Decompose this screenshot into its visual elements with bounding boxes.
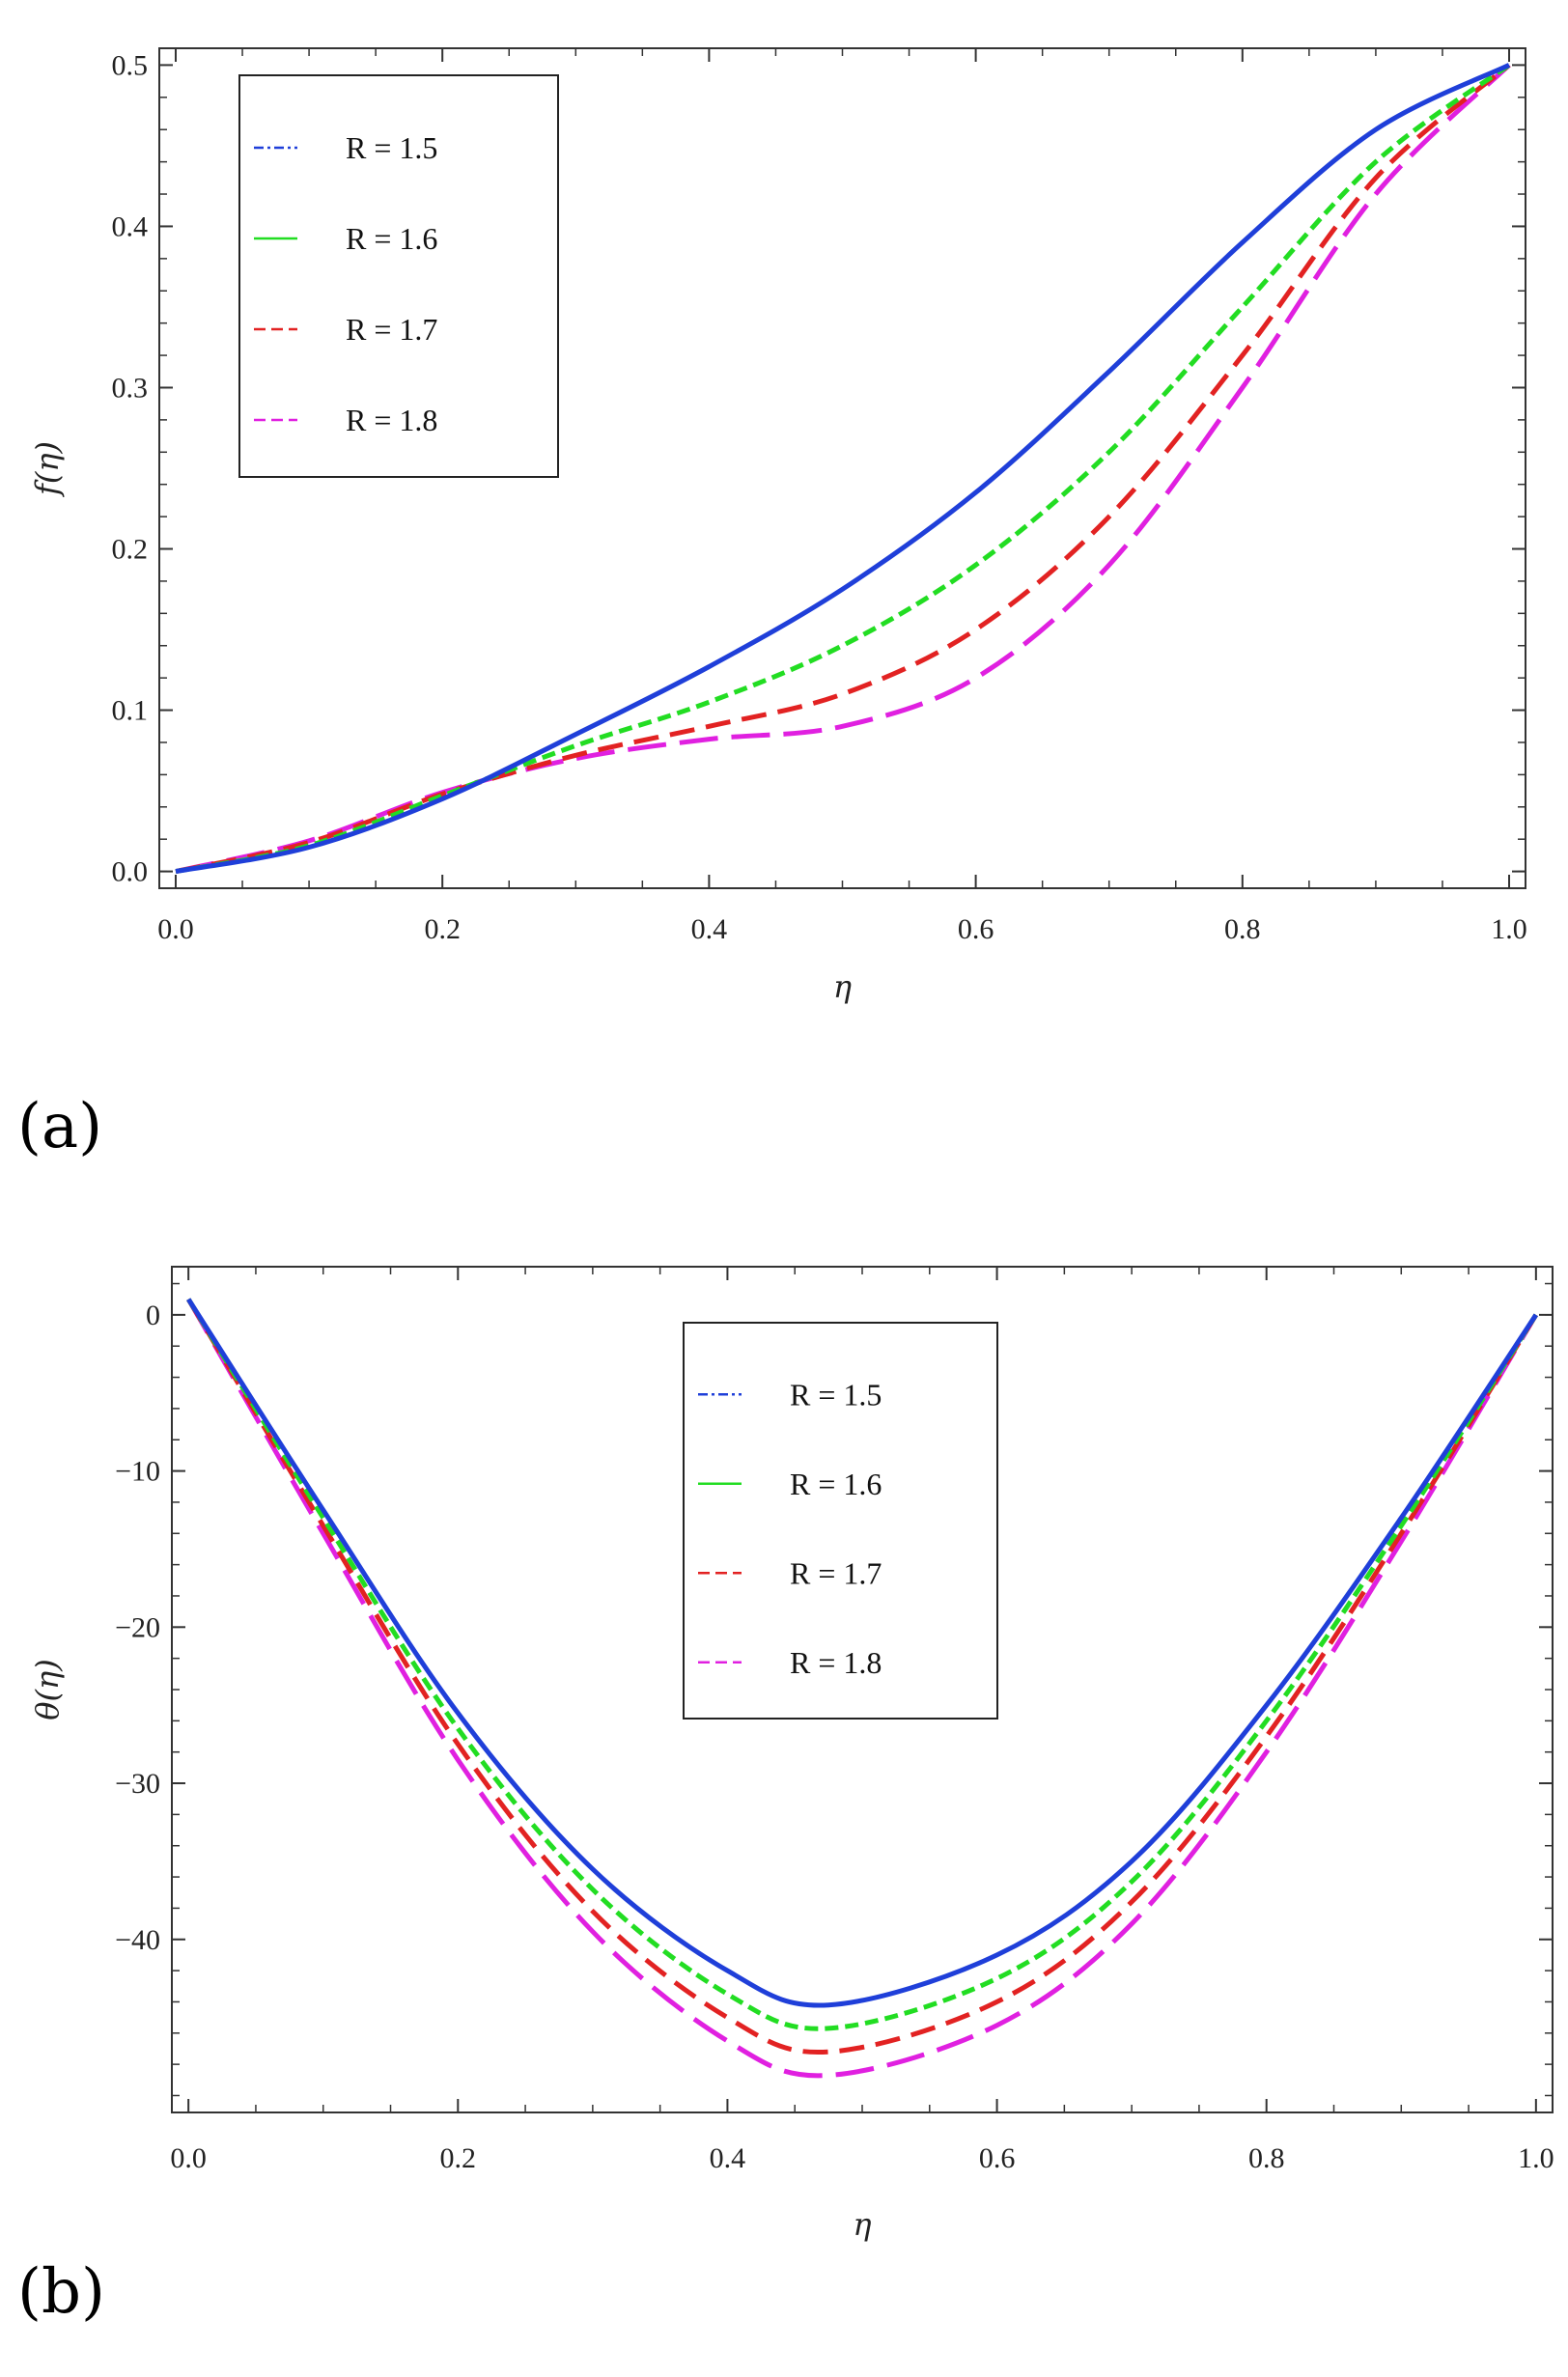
x-axis-label: η <box>833 968 852 1005</box>
x-tick-label: 0.0 <box>157 913 194 945</box>
legend-box <box>683 1322 998 1720</box>
x-axis-label: η <box>853 2206 871 2243</box>
y-tick-label: 0.3 <box>112 372 149 404</box>
legend: R = 1.5 R = 1.6 R = 1.7 R = 1.8 <box>238 74 559 478</box>
panel-label: (b) <box>17 2256 105 2328</box>
y-axis-label: f(η) <box>29 441 66 497</box>
legend-entry-label: R = 1.6 <box>790 1467 882 1501</box>
x-tick-label: 0.4 <box>691 913 728 945</box>
x-tick-label: 0.4 <box>710 2142 746 2174</box>
x-tick-label: 1.0 <box>1491 913 1527 945</box>
y-tick-label: −40 <box>115 1924 160 1956</box>
y-tick-label: 0.4 <box>112 210 149 242</box>
series-line <box>175 63 1511 875</box>
series-line <box>186 1298 1538 2031</box>
series-line <box>175 63 1511 875</box>
legend-box <box>238 74 559 478</box>
legend: R = 1.5 R = 1.6 R = 1.7 R = 1.8 <box>683 1322 998 1720</box>
y-tick-label: 0.2 <box>112 534 149 566</box>
y-tick-label: 0.0 <box>112 856 149 888</box>
legend-entry-label: R = 1.8 <box>346 403 437 437</box>
y-tick-label: 0 <box>146 1300 160 1331</box>
y-tick-label: 0.5 <box>112 49 149 81</box>
series-line <box>186 1298 1538 2055</box>
series-line <box>175 63 1511 875</box>
y-tick-label: −20 <box>115 1611 160 1643</box>
series-line <box>186 1298 1538 2008</box>
x-tick-label: 0.2 <box>424 913 461 945</box>
x-tick-label: 0.6 <box>979 2142 1016 2174</box>
y-tick-label: 0.1 <box>112 695 149 727</box>
x-tick-label: 0.2 <box>440 2142 477 2174</box>
legend-entry-label: R = 1.5 <box>346 130 437 165</box>
legend-entry-label: R = 1.5 <box>790 1377 882 1412</box>
series-line <box>175 63 1511 875</box>
legend-entry-label: R = 1.7 <box>346 312 437 347</box>
legend-entry-label: R = 1.7 <box>790 1555 882 1590</box>
x-tick-label: 0.0 <box>170 2142 207 2174</box>
x-tick-label: 0.6 <box>958 913 994 945</box>
y-axis-label: θ(η) <box>29 1659 66 1720</box>
panel-label: (a) <box>17 1091 102 1162</box>
legend-entry-label: R = 1.8 <box>790 1645 882 1680</box>
x-tick-label: 0.8 <box>1248 2142 1285 2174</box>
chart-panel-2: 0.0 0.2 0.4 0.6 0.8 1.0 0 −10 −20 −30 −40 η θ(η) R = … <box>29 1266 1554 2243</box>
y-tick-label: −30 <box>115 1768 160 1800</box>
y-tick-label: −10 <box>115 1456 160 1488</box>
x-tick-label: 0.8 <box>1224 913 1261 945</box>
chart-panel-1: 0.0 0.2 0.4 0.6 0.8 1.0 0.0 0.1 0.2 0.3 0.4 0.5 η f(η… <box>29 47 1527 1005</box>
x-tick-label: 1.0 <box>1518 2142 1554 2174</box>
legend-entry-label: R = 1.6 <box>346 221 437 256</box>
